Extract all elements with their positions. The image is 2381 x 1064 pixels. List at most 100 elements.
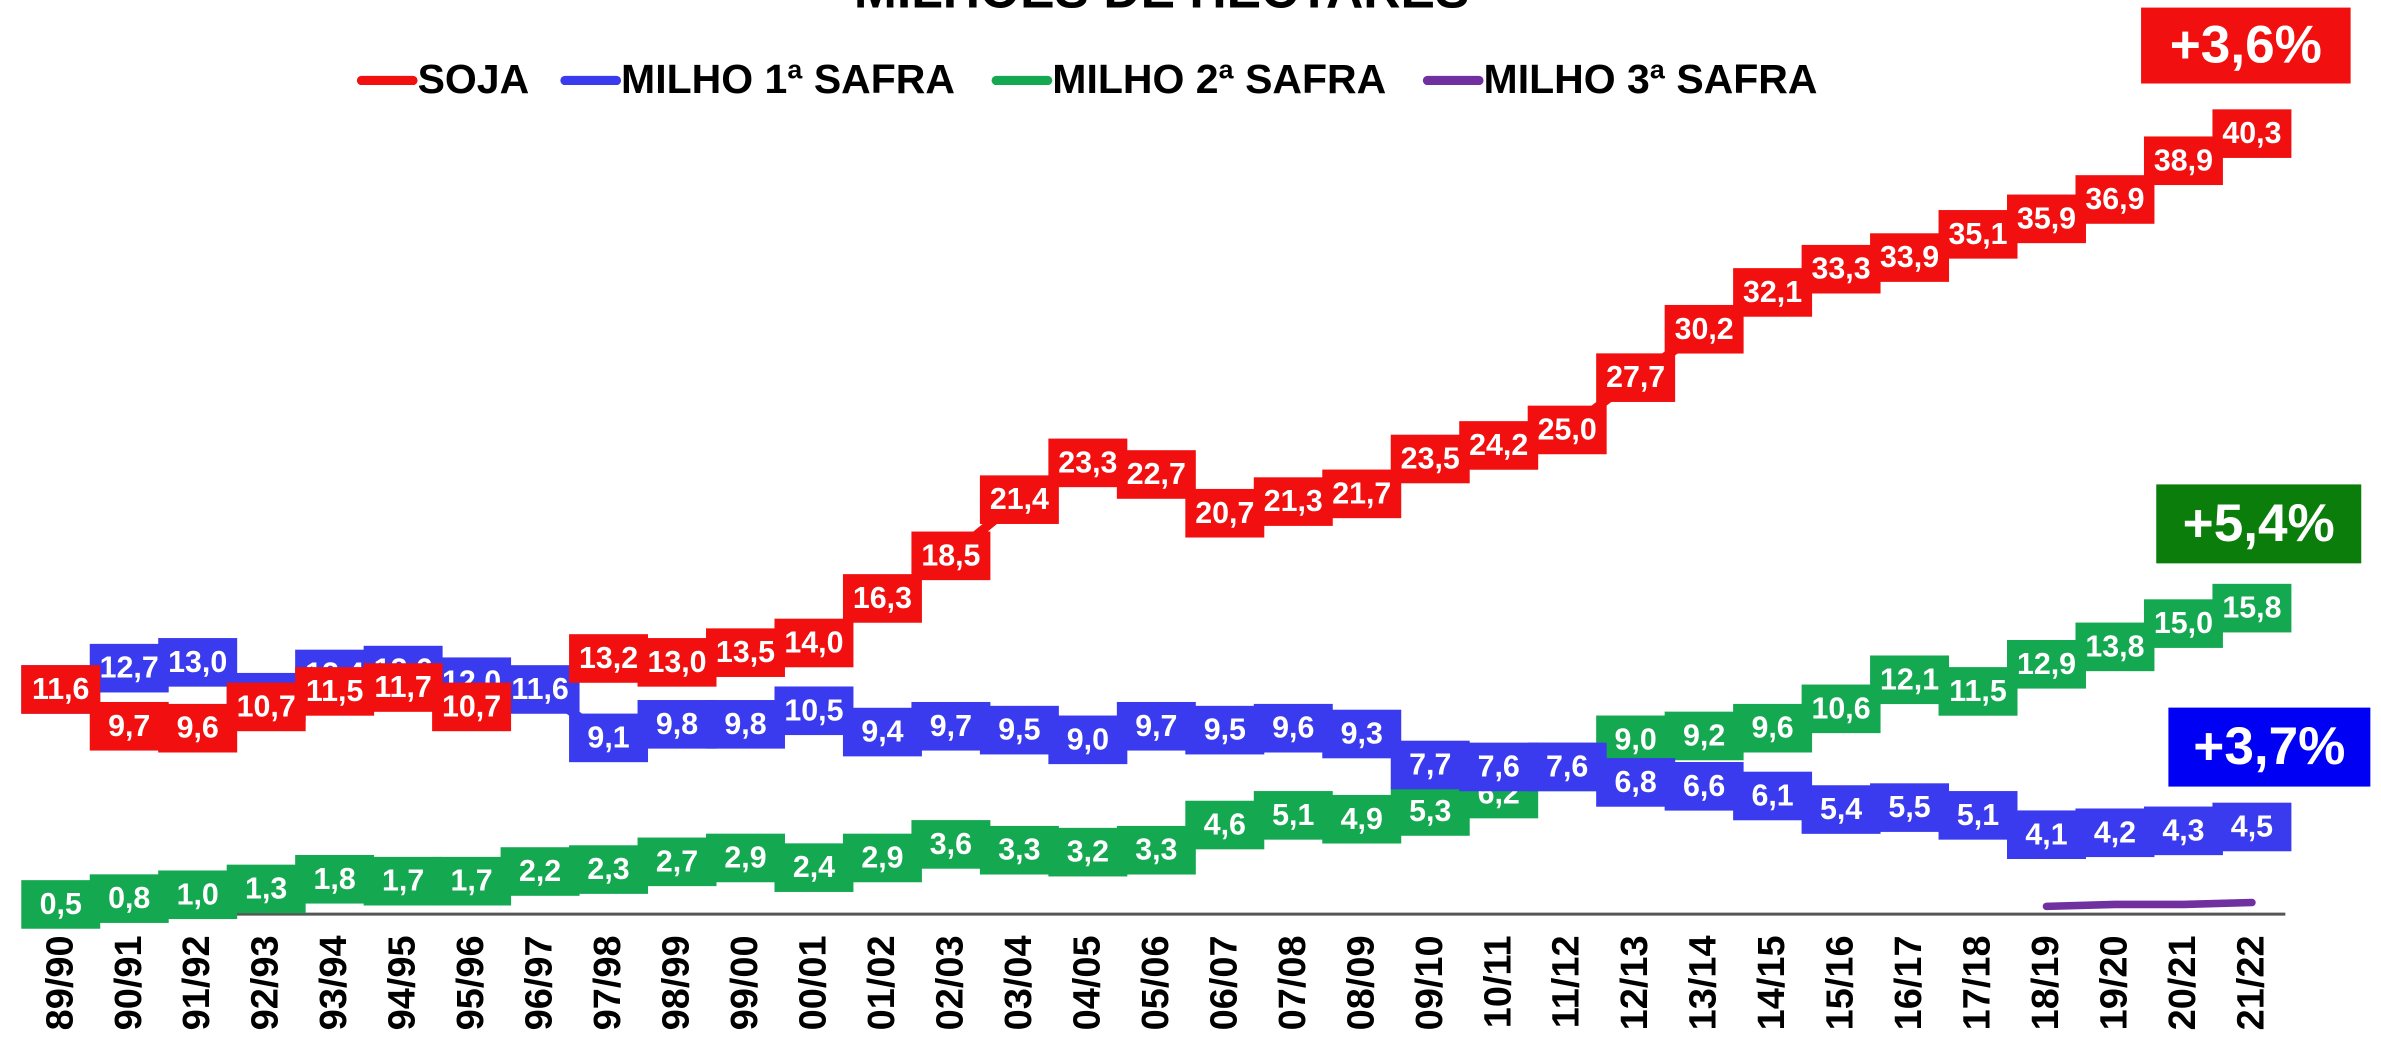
data-label-box (1870, 783, 1950, 832)
x-tick-label: 93/94 (313, 935, 355, 1030)
data-label: 13,2 (579, 642, 638, 675)
data-label: 13,8 (2085, 630, 2144, 663)
data-label: 4,6 (1204, 809, 1246, 842)
data-label: 12,1 (1880, 663, 1939, 696)
data-label: 7,6 (1478, 750, 1520, 783)
x-tick-label: 09/10 (1409, 935, 1451, 1030)
data-label-box (1938, 667, 2018, 716)
legend-label: MILHO 3ª SAFRA (1484, 56, 1818, 102)
x-tick-label: 91/92 (176, 935, 218, 1030)
data-label-box (1938, 791, 2018, 840)
data-label-box (706, 700, 785, 749)
data-label-box (89, 701, 169, 751)
data-label-box (1322, 709, 1402, 759)
data-label-box (1870, 655, 1950, 705)
data-label-box (1116, 450, 1196, 499)
x-tick-label: 11/12 (1546, 935, 1588, 1028)
data-label: 35,1 (1948, 218, 2007, 251)
data-label-box (158, 638, 238, 687)
x-tick-label: 90/91 (108, 935, 150, 1030)
data-label-box (1048, 438, 1128, 488)
data-label: 38,9 (2154, 144, 2213, 177)
x-tick-label: 12/13 (1614, 935, 1656, 1030)
legend-label: SOJA (418, 56, 530, 102)
data-label-box (569, 634, 649, 683)
data-label: 5,1 (1272, 799, 1314, 832)
data-label: 3,6 (930, 828, 972, 861)
data-label: 6,8 (1615, 766, 1657, 799)
x-tick-label: 19/20 (2094, 935, 2136, 1030)
x-tick-label: 14/15 (1751, 935, 1793, 1030)
data-label: 4,2 (2094, 816, 2136, 849)
x-tick-label: 01/02 (861, 935, 903, 1030)
data-label: 5,3 (1409, 795, 1451, 828)
x-tick-label: 05/06 (1135, 935, 1177, 1030)
data-label-box (637, 638, 717, 687)
data-label-box (2143, 599, 2223, 648)
data-label-box (842, 833, 922, 883)
series-line (56, 129, 2257, 733)
data-label: 9,5 (1204, 714, 1246, 747)
x-tick-label: 20/21 (2162, 935, 2204, 1030)
data-label-box (1527, 405, 1607, 455)
x-tick-label: 95/96 (450, 935, 492, 1030)
data-label: 3,3 (1135, 834, 1177, 867)
data-label: 35,9 (2017, 202, 2076, 235)
data-label-box (569, 845, 649, 894)
data-label-box (569, 713, 649, 763)
data-label-box (774, 618, 854, 668)
data-label-box (979, 825, 1059, 875)
x-tick-label: 94/95 (382, 935, 424, 1030)
data-label: 3,2 (1067, 836, 1109, 869)
data-label-box (226, 682, 306, 732)
data-label: 23,3 (1058, 446, 1117, 479)
data-label: 18,5 (921, 539, 980, 572)
data-label: 13,5 (716, 636, 775, 669)
data-label-box (2212, 109, 2292, 158)
x-tick-label: 98/99 (656, 935, 698, 1030)
data-label-box (158, 703, 238, 753)
data-label: 2,9 (724, 841, 766, 874)
data-label-box (1116, 701, 1196, 751)
data-label: 9,5 (998, 714, 1040, 747)
data-label-box (1664, 304, 1744, 354)
data-label-box (1664, 762, 1744, 811)
data-label-box (1664, 711, 1744, 761)
x-tick-label: 89/90 (39, 935, 81, 1030)
data-label-box (1390, 740, 1470, 790)
data-label-box (295, 667, 375, 716)
data-label: 14,0 (784, 627, 843, 660)
data-label: 30,2 (1675, 313, 1734, 346)
legend-label: MILHO 2ª SAFRA (1052, 56, 1386, 102)
data-label: 24,2 (1469, 429, 1528, 462)
data-label: 0,5 (40, 888, 82, 921)
series-line (2042, 898, 2256, 911)
data-label-box (911, 701, 991, 751)
data-label: 1,3 (245, 872, 287, 905)
annotation-box (2156, 484, 2362, 564)
data-label-box (774, 843, 854, 892)
data-label-box (2143, 806, 2223, 856)
annotation-box (2168, 707, 2371, 787)
data-label-box (1733, 703, 1813, 753)
data-label: 1,0 (177, 878, 219, 911)
data-label-box (1322, 469, 1402, 519)
data-label-box (1596, 353, 1676, 402)
data-label-box (432, 856, 512, 906)
x-tick-label: 18/19 (2025, 935, 2067, 1030)
data-label: 10,7 (442, 690, 501, 723)
data-label: 13,0 (168, 646, 227, 679)
data-label-box (1390, 434, 1470, 484)
x-tick-label: 15/16 (1820, 935, 1862, 1030)
data-label: 33,9 (1880, 241, 1939, 274)
x-tick-label: 21/22 (2230, 935, 2272, 1030)
data-label: 15,8 (2222, 592, 2281, 625)
data-label: 33,3 (1812, 253, 1871, 286)
data-label: 7,7 (1409, 749, 1451, 782)
data-label-box (911, 820, 991, 869)
data-label-box (637, 700, 717, 749)
data-label-box (363, 663, 443, 712)
data-label-box (1048, 827, 1128, 877)
data-label-box (1733, 771, 1813, 821)
data-label: 10,6 (1812, 692, 1871, 725)
